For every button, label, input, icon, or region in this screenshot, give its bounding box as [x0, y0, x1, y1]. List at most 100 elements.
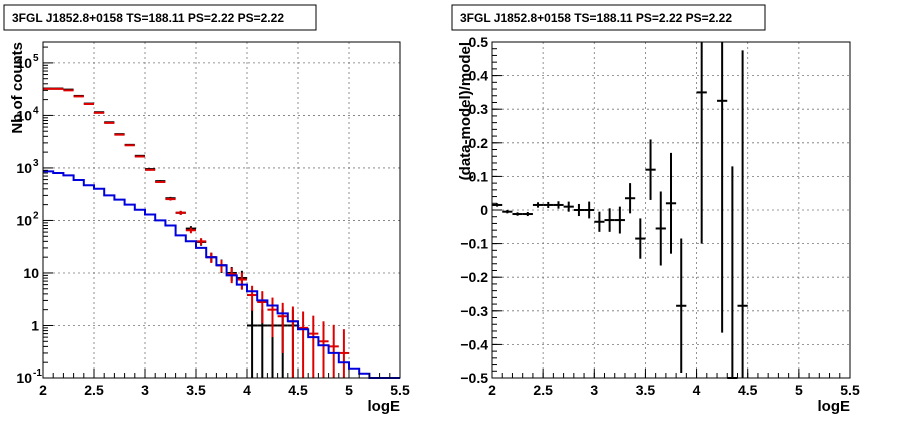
residual-series-0-point [492, 203, 503, 207]
residual-x-tick-label: 5 [795, 382, 803, 398]
residual-y-tick-label: −0.3 [460, 303, 488, 319]
counts-series-1-point [277, 302, 288, 353]
residual-y-tick-label: 0.3 [469, 101, 489, 117]
residual-series-0-point [635, 218, 646, 259]
residual-series-0-point [543, 201, 554, 208]
residual-series-0-point [502, 210, 513, 214]
residual-x-tick-label: 4.5 [738, 382, 758, 398]
counts-series-1-point [318, 321, 329, 378]
residual-y-tick-label: −0.1 [460, 236, 488, 252]
counts-panel: 3FGL J1852.8+0158 TS=188.11 PS=2.22 PS=2… [3, 4, 410, 415]
counts-series-1-point [257, 291, 268, 324]
residual-x-tick-label: 2.5 [533, 382, 553, 398]
residual-series-0-point [594, 211, 605, 232]
residual-x-tick-label: 5.5 [840, 382, 860, 398]
counts-y-axis-label: Nb of counts [9, 42, 26, 134]
counts-y-tick-label: 10 [16, 160, 32, 176]
counts-series-1-point [145, 168, 156, 171]
residual-series-0-point [563, 201, 574, 212]
residual-series-0-point [553, 201, 564, 209]
residual-y-axis-label: (data-model)/model [457, 42, 474, 180]
counts-series-1-point [165, 197, 176, 201]
residual-series-0-point [737, 50, 748, 378]
counts-series-1-point [155, 180, 166, 183]
counts-series-1-point [328, 324, 339, 378]
counts-series-1-point [236, 272, 247, 290]
residual-title: 3FGL J1852.8+0158 TS=188.11 PS=2.22 PS=2… [460, 11, 732, 25]
residual-x-tick-label: 3 [590, 382, 598, 398]
residual-series-0-point [604, 208, 615, 232]
residual-series [492, 42, 748, 379]
residual-series-0-point [522, 212, 533, 217]
residual-series-0-point [655, 191, 666, 266]
counts-series-1-point [308, 315, 319, 378]
residual-y-tick-label: −0.4 [460, 336, 488, 352]
counts-x-tick-label: 3.5 [186, 382, 206, 398]
counts-x-tick-label: 5 [345, 382, 353, 398]
counts-series-1-point [247, 285, 258, 311]
counts-x-axis-label: logE [368, 398, 401, 415]
residual-y-tick-label: 0.5 [469, 34, 489, 50]
counts-series-1-point [185, 227, 196, 234]
residual-plot-frame [491, 41, 851, 379]
residual-y-tick-label: −0.5 [460, 370, 488, 386]
counts-series-1-point [267, 297, 278, 338]
residual-series-0-point [665, 152, 677, 254]
residual-series-0-point [614, 206, 625, 234]
counts-x-tick-label: 2.5 [84, 382, 104, 398]
residual-series-0-point [584, 201, 595, 219]
counts-y-tick-exponent: 4 [33, 105, 39, 116]
counts-series-1-point [104, 121, 115, 124]
counts-y-tick-exponent: 3 [33, 158, 39, 169]
counts-y-tick-exponent: 2 [33, 210, 39, 221]
counts-x-tick-label: 4 [243, 382, 251, 398]
counts-title: 3FGL J1852.8+0158 TS=188.11 PS=2.22 PS=2… [12, 11, 284, 25]
residual-x-tick-label: 2 [488, 382, 496, 398]
counts-y-tick-label: 10 [23, 265, 39, 281]
counts-y-tick-exponent: -1 [33, 368, 42, 379]
counts-y-tick-label: 10 [16, 55, 32, 71]
counts-series-1-point [287, 306, 298, 378]
residual-x-axis-label: logE [818, 398, 851, 415]
residual-ticks: 2 2.5 3 3.5 4 4.5 5 5.5 −0.5 −0.4 −0.3 −0.2 −0.1 0 0.1… [460, 34, 860, 398]
counts-x-tick-label: 3 [141, 382, 149, 398]
counts-series-1-point [124, 144, 135, 147]
counts-y-tick-label: 10 [16, 107, 32, 123]
residual-x-tick-label: 4 [693, 382, 701, 398]
counts-series-1-point [175, 210, 186, 215]
counts-plot-frame [42, 41, 401, 379]
counts-y-tick-label: 10 [16, 370, 32, 386]
residual-series-0-point [512, 212, 523, 216]
residual-title-box [451, 4, 766, 31]
residual-series-0-point [696, 42, 707, 244]
residual-y-tick-label: 0 [480, 202, 488, 218]
counts-series-1-point [114, 133, 125, 136]
residual-panel: 3FGL J1852.8+0158 TS=188.11 PS=2.22 PS=2… [451, 4, 860, 415]
counts-series-1-point [134, 155, 145, 158]
residual-x-tick-label: 3.5 [636, 382, 656, 398]
counts-y-tick-label: 1 [31, 317, 39, 333]
counts-series-2-step-line [43, 170, 400, 379]
residual-series-0-point [727, 166, 738, 379]
counts-x-tick-label: 4.5 [288, 382, 308, 398]
residual-series-0-point [645, 139, 656, 200]
residual-series-0-point [676, 238, 687, 373]
residual-y-tick-label: −0.2 [460, 269, 488, 285]
counts-x-tick-label: 5.5 [390, 382, 410, 398]
residual-series-0-point [624, 183, 636, 214]
counts-title-box [3, 4, 317, 31]
counts-series-1-point [298, 311, 309, 378]
residual-y-tick-label: 0.1 [469, 168, 489, 184]
counts-y-tick-label: 10 [16, 212, 32, 228]
counts-series-1-point [338, 329, 349, 378]
counts-grid [43, 42, 400, 378]
counts-x-tick-label: 2 [39, 382, 47, 398]
residual-series-0-point [573, 203, 585, 217]
counts-y-tick-exponent: 5 [33, 53, 39, 64]
counts-series [43, 87, 400, 379]
residual-y-tick-label: 0.4 [469, 68, 489, 84]
residual-grid [492, 42, 850, 378]
residual-series-0-point [717, 42, 728, 333]
